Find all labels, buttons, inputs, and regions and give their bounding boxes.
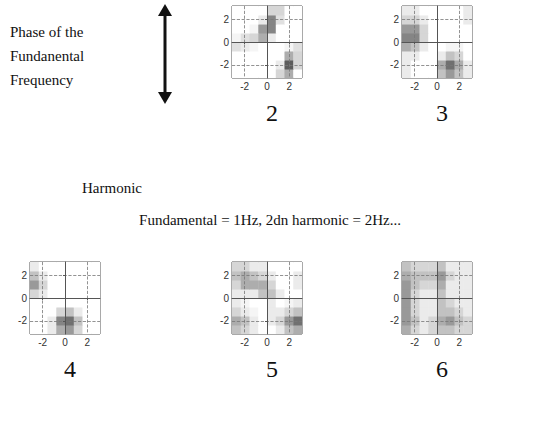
svg-text:2: 2 bbox=[223, 270, 229, 281]
svg-text:0: 0 bbox=[393, 293, 399, 304]
svg-text:2: 2 bbox=[457, 337, 463, 348]
svg-text:0: 0 bbox=[62, 337, 68, 348]
svg-text:-2: -2 bbox=[18, 315, 27, 326]
svg-text:Fundanental: Fundanental bbox=[10, 48, 84, 64]
svg-text:0: 0 bbox=[223, 37, 229, 48]
svg-text:5: 5 bbox=[266, 356, 278, 382]
svg-text:0: 0 bbox=[223, 293, 229, 304]
svg-text:2: 2 bbox=[223, 14, 229, 25]
svg-text:-2: -2 bbox=[38, 337, 47, 348]
svg-text:Frequency: Frequency bbox=[10, 72, 74, 88]
svg-text:0: 0 bbox=[434, 81, 440, 92]
svg-text:-2: -2 bbox=[390, 315, 399, 326]
svg-text:2: 2 bbox=[393, 14, 399, 25]
svg-text:3: 3 bbox=[436, 100, 448, 126]
svg-text:Fundamental = 1Hz, 2dn harmoni: Fundamental = 1Hz, 2dn harmonic = 2Hz... bbox=[139, 212, 401, 228]
svg-text:0: 0 bbox=[264, 81, 270, 92]
svg-text:2: 2 bbox=[287, 337, 293, 348]
svg-text:0: 0 bbox=[21, 293, 27, 304]
svg-text:-2: -2 bbox=[220, 59, 229, 70]
svg-text:Harmonic: Harmonic bbox=[82, 180, 142, 196]
svg-text:0: 0 bbox=[264, 337, 270, 348]
svg-text:-2: -2 bbox=[410, 81, 419, 92]
svg-text:4: 4 bbox=[64, 356, 76, 382]
svg-text:2: 2 bbox=[287, 81, 293, 92]
svg-text:2: 2 bbox=[266, 100, 278, 126]
svg-text:6: 6 bbox=[436, 356, 448, 382]
svg-text:-2: -2 bbox=[240, 337, 249, 348]
svg-text:2: 2 bbox=[85, 337, 91, 348]
svg-text:-2: -2 bbox=[410, 337, 419, 348]
svg-text:2: 2 bbox=[393, 270, 399, 281]
svg-text:-2: -2 bbox=[220, 315, 229, 326]
svg-text:-2: -2 bbox=[390, 59, 399, 70]
svg-text:Phase of the: Phase of the bbox=[10, 24, 84, 40]
svg-text:2: 2 bbox=[21, 270, 27, 281]
svg-text:0: 0 bbox=[393, 37, 399, 48]
svg-text:-2: -2 bbox=[240, 81, 249, 92]
svg-text:2: 2 bbox=[457, 81, 463, 92]
svg-text:0: 0 bbox=[434, 337, 440, 348]
